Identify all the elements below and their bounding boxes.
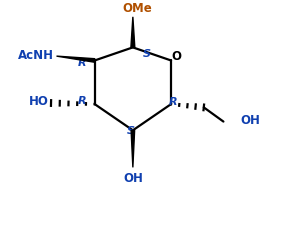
Text: OMe: OMe xyxy=(122,2,152,15)
Text: S: S xyxy=(143,49,151,59)
Text: R: R xyxy=(77,96,86,106)
Polygon shape xyxy=(56,56,95,62)
Text: R: R xyxy=(169,97,178,107)
Text: R: R xyxy=(77,58,86,68)
Text: OH: OH xyxy=(123,172,143,185)
Text: AcNH: AcNH xyxy=(18,49,54,62)
Polygon shape xyxy=(131,17,135,47)
Text: S: S xyxy=(127,126,135,136)
Text: OH: OH xyxy=(241,114,261,127)
Text: HO: HO xyxy=(29,95,49,109)
Polygon shape xyxy=(131,130,135,167)
Text: O: O xyxy=(171,50,182,63)
